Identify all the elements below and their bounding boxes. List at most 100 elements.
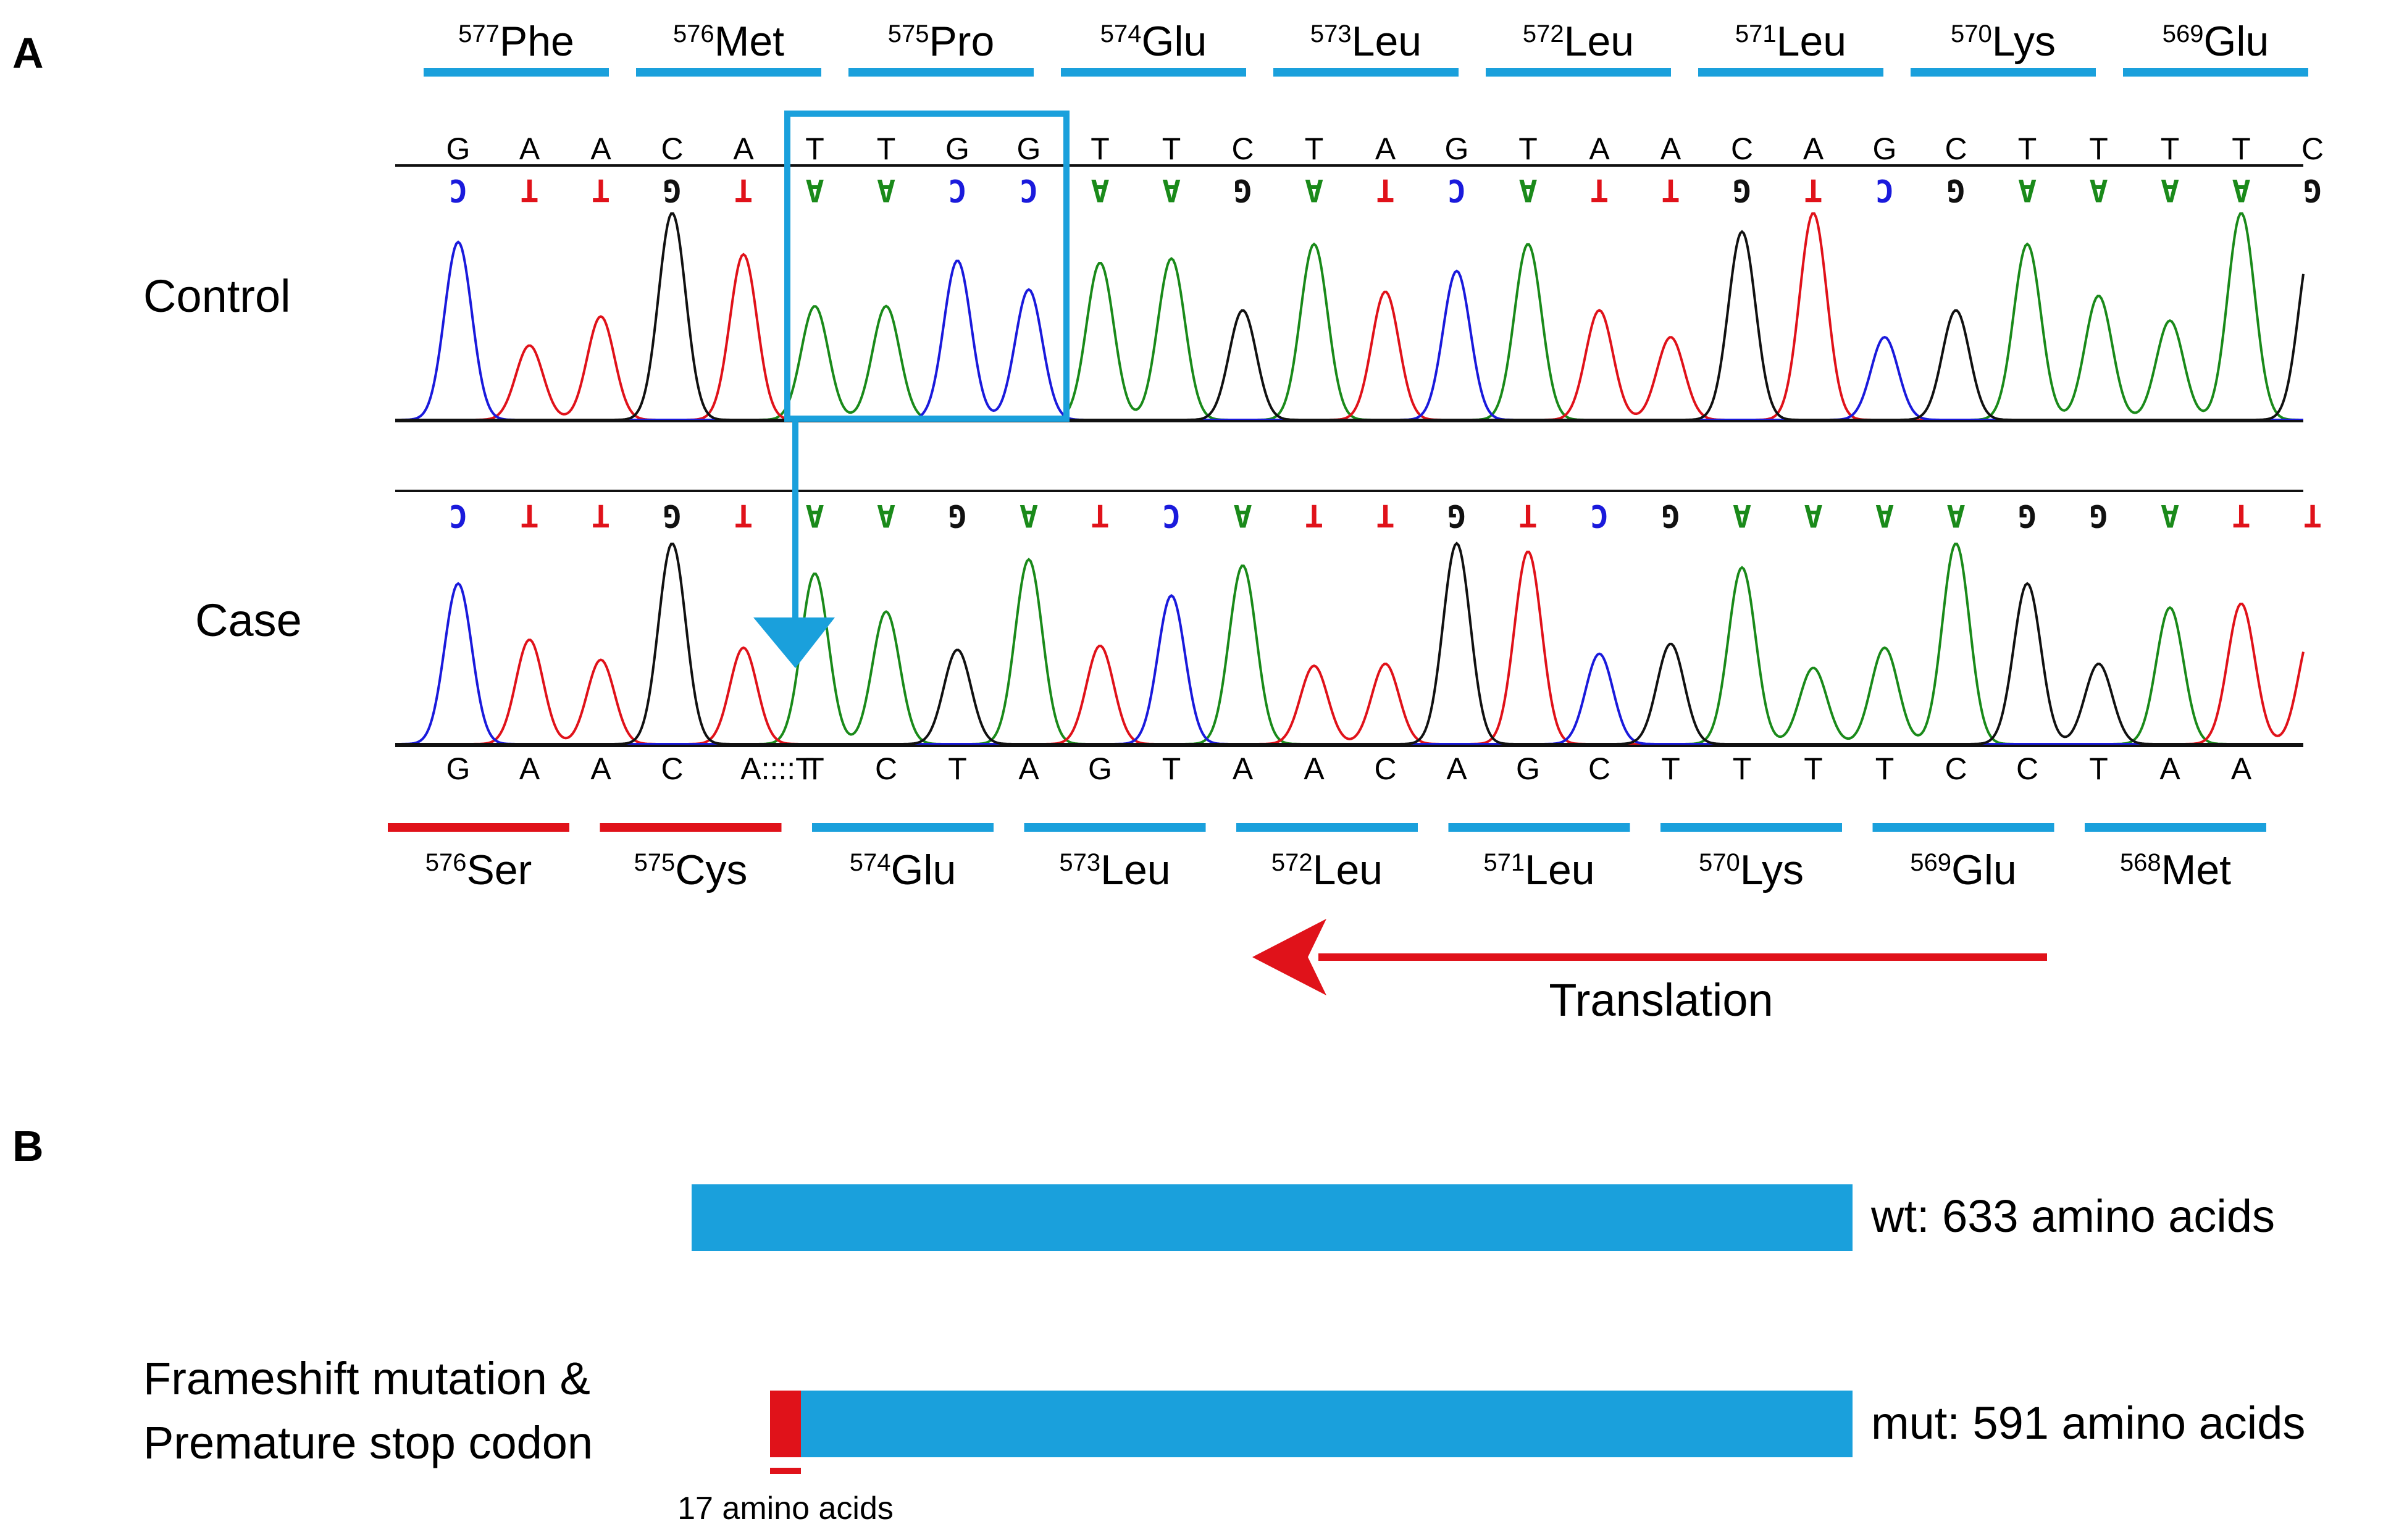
case-codon-aa: Lys [1740,847,1804,893]
control-codon-aa: Leu [1564,18,1634,65]
control-codon-number: 575 [888,20,929,48]
case-called-base: A [1020,498,1038,534]
case-called-base: T [2232,498,2250,534]
case-codon-label: 576Ser [425,847,532,893]
case-called-base: C [1590,498,1609,534]
case-seq-deletion-junction: A::::T [740,751,814,786]
control-called-base: T [592,172,610,208]
control-codon-number: 577 [458,20,500,48]
mut-protein-label: mut: 591 amino acids [1871,1397,2305,1449]
case-codon-bar [812,823,994,832]
control-called-base: A [2161,172,2179,208]
case-codon-bar [1024,823,1206,832]
control-codon-label: 571Leu [1735,18,1846,65]
case-seq-base: C [1588,751,1610,786]
case-seq-base: A [590,751,611,786]
control-codon-number: 573 [1310,20,1352,48]
control-called-base: C [1447,172,1466,208]
case-called-base: C [1162,498,1181,534]
control-called-base: A [2232,172,2250,208]
case-codon-label: 572Leu [1271,847,1383,893]
case-called-base: T [520,498,538,534]
case-called-base: A [1875,498,1894,534]
control-seq-base: C [1731,132,1753,166]
control-codon-label: 574Glu [1100,18,1207,65]
deletion-highlight-box [784,111,1070,422]
case-codon-number: 576 [425,849,467,876]
case-called-base: G [2018,498,2037,534]
control-seq-base: G [1017,132,1041,166]
case-label: Case [195,595,302,646]
case-codon-number: 568 [2120,849,2161,876]
case-seq-base: A [1018,751,1039,786]
case-called-base: A [1233,498,1252,534]
case-codon-number: 573 [1059,849,1100,876]
mutation-annotation-line2: Premature stop codon [143,1417,593,1468]
case-codon-label: 568Met [2120,847,2231,893]
control-called-base: C [1875,172,1894,208]
case-called-base: A [805,498,824,534]
control-called-base: G [1733,172,1751,208]
control-codon-bar [636,68,821,77]
case-chromatogram [395,542,2305,745]
control-codon-bar [848,68,1034,77]
wt-protein-label: wt: 633 amino acids [1870,1191,2275,1242]
case-seq-base: G [1516,751,1540,786]
control-seq-base: T [2089,132,2108,166]
case-seq-base: A [1304,751,1325,786]
case-seq-base: T [1804,751,1823,786]
control-trace-A [395,212,2303,421]
case-seq-base: T [2089,751,2108,786]
case-called-base: T [1305,498,1323,534]
case-codon-aa: Glu [1951,847,2017,893]
control-codon-label: 575Pro [888,18,995,65]
control-seq-base: T [2161,132,2180,166]
control-called-base: A [2089,172,2108,208]
control-called-base: G [1233,172,1252,208]
control-seq-base: A [1589,132,1610,166]
control-label: Control [143,270,291,322]
case-codon-label: 573Leu [1059,847,1170,893]
case-codon-label: 574Glu [850,847,957,893]
control-codon-track: 577Phe 576Met 575Pro 574Glu 573Leu 572Leu 571L… [424,18,2308,77]
case-called-base: C [449,498,467,534]
case-seq-base: T [1162,751,1181,786]
case-codon-number: 569 [1910,849,1951,876]
case-trace-G [395,542,2303,745]
control-codon-aa: Pro [929,18,994,65]
case-codon-aa: Ser [466,847,532,893]
case-codon-bar [1872,823,2054,832]
mut-protein-bar [801,1391,1853,1457]
control-codon-aa: Met [714,18,784,65]
case-seq-base: C [1374,751,1396,786]
control-seq-base: T [1162,132,1181,166]
control-trace-C [395,240,2303,421]
control-seq-base: A [1803,132,1824,166]
control-seq-base: T [877,132,896,166]
case-seq-base: T [948,751,967,786]
control-called-base: T [520,172,538,208]
case-seq-base: T [1875,751,1895,786]
control-codon-bar [1273,68,1459,77]
control-seq-base: A [519,132,540,166]
control-codon-number: 569 [2163,20,2204,48]
case-codon-label: 571Leu [1483,847,1594,893]
control-codon-number: 571 [1735,20,1777,48]
translation-arrow-head-icon [1252,919,1326,995]
case-seq-base: A [1233,751,1254,786]
control-codon-label: 569Glu [2163,18,2269,65]
control-codon-bar [1911,68,2096,77]
deletion-arrow-head-icon [753,617,835,668]
panel-b-label: B [12,1122,44,1170]
case-codon-bar [2085,823,2266,832]
case-called-base: T [1518,498,1537,534]
case-seq-base: A [519,751,540,786]
case-seq-base: T [1661,751,1680,786]
control-seq-base: A [1660,132,1681,166]
case-seq-base: C [661,751,683,786]
control-called-base: C [1020,172,1038,208]
control-seq-base: G [945,132,969,166]
